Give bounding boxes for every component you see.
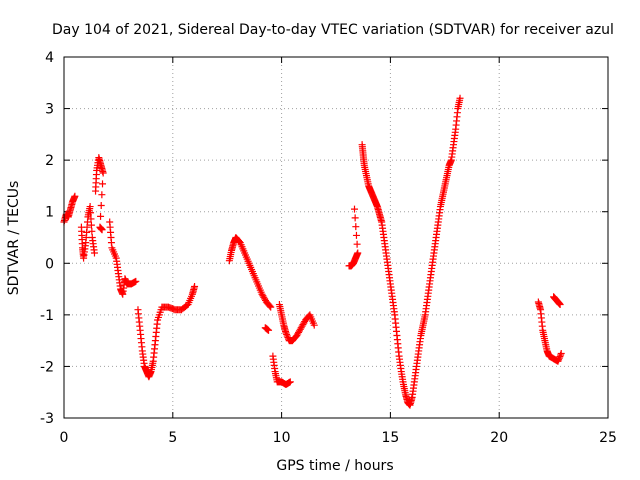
- chart-title: Day 104 of 2021, Sidereal Day-to-day VTE…: [52, 22, 614, 38]
- data-point: [283, 332, 291, 340]
- data-point: [97, 202, 105, 210]
- y-tick-label: 3: [45, 102, 54, 118]
- data-point: [98, 191, 106, 199]
- data-point: [99, 169, 107, 177]
- data-point: [351, 214, 359, 222]
- x-tick-labels: 0 5 10 15 20 25: [60, 430, 617, 446]
- data-point: [554, 357, 562, 365]
- data-point: [87, 221, 95, 229]
- data-point: [90, 249, 98, 257]
- data-point: [132, 277, 140, 285]
- data-point: [555, 356, 563, 364]
- data-point: [556, 301, 564, 309]
- grid-lines: [64, 57, 608, 418]
- data-point: [310, 321, 318, 329]
- data-point: [557, 350, 565, 358]
- data-point: [353, 240, 361, 248]
- y-tick-label: -1: [40, 308, 54, 324]
- data-point: [86, 203, 94, 211]
- data-point: [267, 303, 275, 311]
- data-point: [99, 180, 107, 188]
- data-points: [60, 94, 565, 409]
- data-point: [98, 226, 106, 234]
- x-tick-label: 0: [60, 430, 69, 446]
- y-tick-label: -3: [40, 411, 54, 427]
- data-point: [556, 353, 564, 361]
- data-point: [286, 378, 294, 386]
- data-point: [191, 282, 199, 290]
- data-point: [557, 351, 565, 359]
- data-point: [88, 227, 96, 235]
- data-point: [282, 329, 290, 337]
- y-tick-label: 4: [45, 50, 54, 66]
- data-point: [555, 354, 563, 362]
- data-point: [354, 249, 362, 257]
- data-point: [283, 330, 291, 338]
- x-tick-label: 5: [168, 430, 177, 446]
- data-point: [87, 215, 95, 223]
- y-tick-label: 0: [45, 256, 54, 272]
- y-axis-label: SDTVAR / TECUs: [6, 181, 22, 296]
- data-point: [71, 192, 79, 200]
- x-tick-label: 10: [273, 430, 291, 446]
- data-point: [350, 205, 358, 213]
- x-tick-label: 25: [599, 430, 617, 446]
- x-tick-label: 20: [490, 430, 508, 446]
- data-point: [87, 209, 95, 217]
- y-tick-label: 2: [45, 153, 54, 169]
- x-axis-label: GPS time / hours: [276, 458, 393, 474]
- data-point: [97, 212, 105, 220]
- plot-frame: [63, 56, 609, 419]
- data-point: [352, 231, 360, 239]
- data-point: [266, 302, 274, 310]
- data-point: [265, 326, 273, 334]
- y-tick-label: 1: [45, 205, 54, 221]
- data-point: [352, 223, 360, 231]
- data-point: [456, 94, 464, 102]
- y-tick-labels: -3 -2 -1 0 1 2 3 4: [40, 50, 54, 427]
- y-tick-label: -2: [40, 359, 54, 375]
- x-tick-label: 15: [381, 430, 399, 446]
